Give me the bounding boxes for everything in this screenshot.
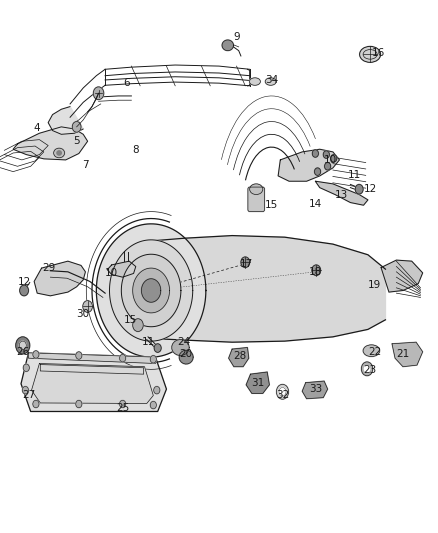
Text: 25: 25 [116,403,129,413]
Polygon shape [13,127,88,160]
Polygon shape [28,353,155,364]
Circle shape [276,384,289,399]
Polygon shape [302,381,328,399]
Ellipse shape [250,184,263,195]
Text: 13: 13 [335,190,348,199]
Polygon shape [21,353,166,411]
Text: 4: 4 [34,123,41,133]
Text: 10: 10 [324,155,337,165]
Polygon shape [48,107,83,134]
Text: 30: 30 [76,310,89,319]
Text: 29: 29 [42,263,56,272]
Text: 23: 23 [364,366,377,375]
Polygon shape [229,348,249,367]
Text: 12: 12 [364,184,377,194]
Text: 19: 19 [368,280,381,290]
Polygon shape [121,254,181,327]
Circle shape [16,337,30,354]
Circle shape [120,400,126,408]
Text: 10: 10 [105,268,118,278]
Ellipse shape [57,151,61,155]
FancyBboxPatch shape [248,187,265,212]
Text: 21: 21 [396,350,410,359]
Circle shape [154,344,161,352]
Circle shape [241,257,250,268]
Circle shape [279,387,286,396]
Text: 9: 9 [233,33,240,42]
Text: 11: 11 [348,170,361,180]
Circle shape [72,122,81,132]
Circle shape [154,386,160,394]
Text: 7: 7 [82,160,89,170]
Circle shape [325,163,331,170]
Text: 20: 20 [180,350,193,359]
Circle shape [331,155,337,162]
Text: 6: 6 [124,78,131,87]
Text: 16: 16 [372,49,385,58]
Circle shape [76,352,82,359]
Circle shape [355,184,363,194]
Text: 17: 17 [240,259,253,269]
Text: 14: 14 [309,199,322,208]
Circle shape [83,301,92,312]
Circle shape [312,265,321,276]
Circle shape [364,366,370,372]
Polygon shape [246,372,269,393]
Text: 5: 5 [73,136,80,146]
Text: 15: 15 [265,200,278,210]
Text: 18: 18 [309,267,322,277]
Circle shape [22,386,28,394]
Circle shape [150,401,156,409]
Polygon shape [179,350,193,364]
Circle shape [361,362,373,376]
Ellipse shape [360,46,381,62]
Text: 12: 12 [18,278,31,287]
Circle shape [150,356,156,363]
Polygon shape [141,279,161,302]
Ellipse shape [363,345,380,357]
Polygon shape [392,342,423,367]
Polygon shape [172,340,189,356]
Circle shape [312,150,318,157]
Circle shape [19,341,26,350]
Circle shape [23,364,29,372]
Polygon shape [278,149,339,181]
Polygon shape [110,240,193,341]
Polygon shape [96,224,206,357]
Text: 32: 32 [276,391,289,400]
Text: 8: 8 [132,146,139,155]
Polygon shape [222,40,233,51]
Polygon shape [381,260,423,292]
Text: 24: 24 [177,337,191,347]
Ellipse shape [53,148,65,158]
Text: 28: 28 [233,351,247,361]
Polygon shape [151,236,385,342]
Circle shape [314,168,321,175]
Circle shape [93,87,104,100]
Circle shape [323,151,329,158]
Circle shape [76,400,82,408]
Text: 34: 34 [265,75,278,85]
Circle shape [133,319,143,332]
Circle shape [120,354,126,362]
Ellipse shape [265,78,276,85]
Text: 11: 11 [142,337,155,347]
Ellipse shape [250,78,260,85]
Polygon shape [32,364,153,403]
Polygon shape [315,181,368,205]
Circle shape [33,400,39,408]
Polygon shape [133,268,170,313]
Circle shape [33,351,39,358]
Text: 22: 22 [368,347,381,357]
Polygon shape [107,261,136,277]
Text: 33: 33 [310,384,323,394]
Circle shape [20,285,28,296]
Text: 31: 31 [251,378,264,387]
Text: 27: 27 [22,391,35,400]
Text: 15: 15 [124,315,137,325]
Polygon shape [34,261,85,296]
Text: 26: 26 [16,347,29,357]
